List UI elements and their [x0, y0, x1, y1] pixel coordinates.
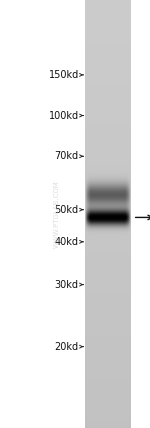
- Text: 20kd: 20kd: [55, 342, 79, 352]
- Text: 50kd: 50kd: [55, 205, 79, 215]
- Text: 70kd: 70kd: [55, 151, 79, 161]
- Text: 100kd: 100kd: [49, 110, 79, 121]
- Text: 150kd: 150kd: [48, 70, 79, 80]
- Text: 40kd: 40kd: [55, 237, 79, 247]
- Text: WWW.PTGLAB.COM: WWW.PTGLAB.COM: [54, 180, 60, 248]
- Text: 30kd: 30kd: [55, 279, 79, 290]
